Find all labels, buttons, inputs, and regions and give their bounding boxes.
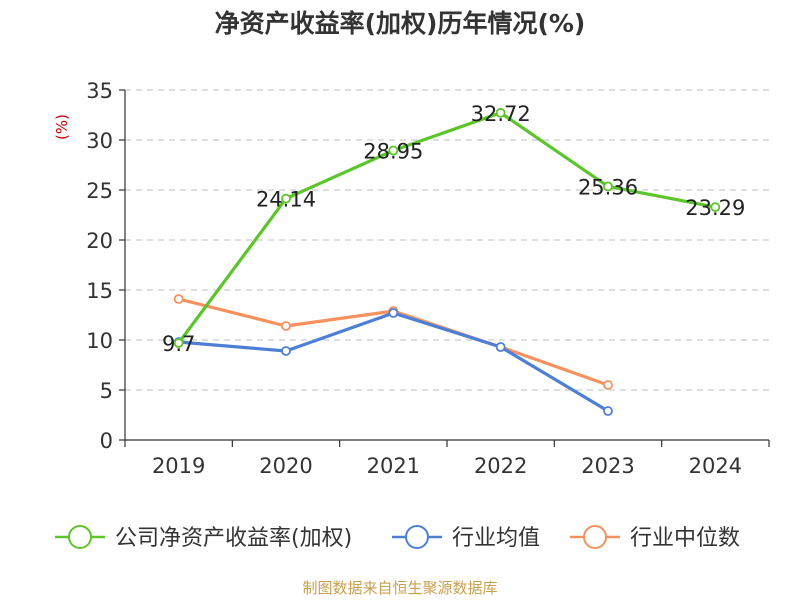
source-note: 制图数据来自恒生聚源数据库 [302,579,497,597]
legend-swatch-marker [405,525,429,549]
x-tick-label: 2023 [581,454,634,478]
x-tick-label: 2020 [259,454,312,478]
data-point [388,308,399,318]
data-label: 9.7 [162,332,195,356]
x-tick-label: 2022 [474,454,527,478]
data-point [173,338,184,348]
legend-label: 行业均值 [452,526,540,551]
legend-swatch-marker [583,525,607,549]
data-label: 23.29 [685,196,745,220]
y-tick-label: 25 [86,179,113,203]
legend-swatch-marker [68,525,92,549]
data-point [603,380,613,390]
data-point [281,321,291,331]
legend-item: 行业中位数 [570,525,740,551]
x-tick-label: 2024 [689,454,742,478]
data-point [388,145,399,156]
y-tick-label: 0 [100,429,113,453]
data-label: 24.14 [256,188,316,212]
x-tick-label: 2019 [152,454,205,478]
data-point [495,342,506,352]
y-tick-label: 15 [86,279,113,303]
grid-lines [125,89,769,391]
y-axis-label: (%) [53,114,71,140]
data-point [281,193,291,204]
y-tick-label: 5 [100,379,113,403]
x-tick-label: 2021 [367,454,420,478]
y-tick-label: 20 [86,229,113,253]
data-labels: 9.7 24.14 28.95 32.72 25.36 23.29 [162,102,745,356]
data-point [603,406,613,416]
legend-item: 公司净资产收益率(加权) [55,525,352,551]
axes: 0 5 10 15 20 25 30 35 2019 2020 2021 2022 2023 2024 [86,79,770,478]
data-point [710,202,721,213]
legend-label: 公司净资产收益率(加权) [115,526,352,551]
data-point [603,181,613,192]
data-label: 32.72 [471,102,531,126]
series-lines [173,107,721,416]
data-label: 25.36 [578,175,638,199]
y-tick-label: 30 [86,129,113,153]
legend-item: 行业均值 [392,525,540,551]
y-tick-label: 10 [86,329,113,353]
data-point [173,294,184,304]
legend-label: 行业中位数 [630,526,740,551]
y-tick-label: 35 [86,79,113,103]
chart-title: 净资产收益率(加权)历年情况(%) [215,9,586,38]
legend: 公司净资产收益率(加权) 行业均值 行业中位数 [55,525,740,551]
data-point [495,107,506,118]
series-line-company-roe [177,111,717,345]
data-point [281,346,291,356]
data-label: 28.95 [363,140,423,164]
